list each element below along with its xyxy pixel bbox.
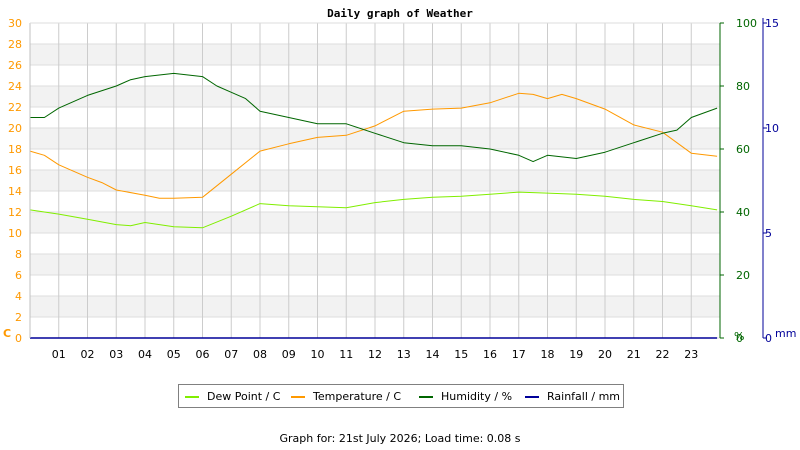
temp-tick-label: 0 [15,332,22,345]
rainfall-tick-label: 15 [765,17,779,30]
humidity-tick-label: 0 [736,332,743,345]
x-tick-label: 10 [311,348,325,361]
x-tick-label: 19 [569,348,583,361]
series-line-temperature [29,92,718,199]
x-tick-label: 07 [224,348,238,361]
x-tick-label: 18 [541,348,555,361]
x-tick-label: 12 [368,348,382,361]
axes: 01 02 03 04 05 06 07 08 09 10 11 12 13 14 15 16 17 18 19 20… [3,17,796,361]
temp-tick-label: 16 [8,164,22,177]
temp-tick-label: 30 [8,17,22,30]
temp-axis-label: C [3,327,11,340]
x-tick-label: 13 [397,348,411,361]
legend-swatch-rainfall [525,396,539,398]
rainfall-tick-label: 5 [765,227,772,240]
temp-tick-label: 28 [8,38,22,51]
series-line-humidity [30,72,718,163]
x-tick-label: 01 [52,348,66,361]
temp-tick-label: 18 [8,143,22,156]
temp-tick-label: 10 [8,227,22,240]
legend-label-dew-point: Dew Point / C [207,390,281,403]
legend-item-rainfall: Rainfall / mm [525,390,620,403]
x-tick-label: 08 [253,348,267,361]
legend-label-humidity: Humidity / % [441,390,513,403]
temp-tick-label: 2 [15,311,22,324]
temp-tick-label: 4 [15,290,22,303]
x-tick-label: 21 [627,348,641,361]
temp-tick-label: 14 [8,185,22,198]
x-tick-label: 17 [512,348,526,361]
legend-label-temperature: Temperature / C [313,390,402,403]
rainfall-tick-label: 10 [765,122,779,135]
x-tick-label: 09 [282,348,296,361]
temp-tick-label: 26 [8,59,22,72]
x-tick-label: 23 [684,348,698,361]
series-line-dew [29,191,718,229]
temp-tick-label: 20 [8,122,22,135]
x-tick-label: 03 [109,348,123,361]
temp-tick-label: 22 [8,101,22,114]
legend-item-dew-point: Dew Point / C [185,390,280,403]
x-tick-label: 14 [426,348,440,361]
humidity-tick-label: 80 [736,80,750,93]
x-tick-label: 04 [138,348,152,361]
x-tick-label: 11 [339,348,353,361]
humidity-tick-label: 20 [736,269,750,282]
humidity-tick-label: 100 [736,17,757,30]
x-tick-label: 20 [598,348,612,361]
legend-swatch-dew-point [185,396,199,398]
x-tick-label: 02 [81,348,95,361]
legend: Dew Point / C Temperature / C Humidity /… [178,384,624,408]
temp-tick-label: 6 [15,269,22,282]
footer-text: Graph for: 21st July 2026; Load time: 0.… [279,432,521,445]
rainfall-axis-label: mm [775,327,796,340]
legend-item-temperature: Temperature / C [291,390,401,403]
rainfall-tick-label: 0 [765,332,772,345]
humidity-axis-label: % [734,330,744,343]
legend-item-humidity: Humidity / % [419,390,512,403]
legend-swatch-humidity [419,396,433,398]
x-tick-label: 06 [196,348,210,361]
legend-swatch-temperature [291,396,305,398]
x-tick-label: 22 [656,348,670,361]
temp-tick-label: 24 [8,80,22,93]
humidity-tick-label: 60 [736,143,750,156]
humidity-tick-label: 40 [736,206,750,219]
series-lines [29,72,718,339]
temp-tick-label: 12 [8,206,22,219]
x-tick-label: 16 [483,348,497,361]
temp-tick-label: 8 [15,248,22,261]
legend-label-rainfall: Rainfall / mm [547,390,621,403]
x-tick-label: 15 [454,348,468,361]
x-tick-label: 05 [167,348,181,361]
chart-title: Daily graph of Weather [327,7,473,20]
